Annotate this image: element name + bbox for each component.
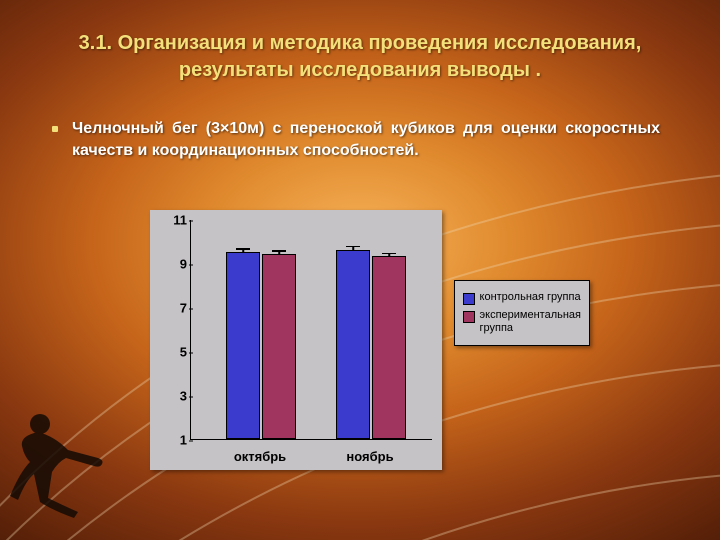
chart-container: 1357911 октябрьноябрь контрольная группа… bbox=[150, 210, 590, 470]
legend-item: экспериментальная группа bbox=[463, 309, 581, 335]
bullet-content: Челночный бег (3×10м) с переноской кубик… bbox=[72, 120, 660, 159]
bullet-text: Челночный бег (3×10м) с переноской кубик… bbox=[72, 118, 660, 161]
legend-label: контрольная группа bbox=[480, 291, 581, 304]
chart-panel: 1357911 октябрьноябрь bbox=[150, 210, 442, 470]
y-tick-label: 11 bbox=[163, 213, 187, 228]
y-tick-label: 9 bbox=[163, 257, 187, 272]
bar bbox=[372, 256, 406, 439]
bar bbox=[262, 254, 296, 439]
x-tick-label: ноябрь bbox=[346, 449, 393, 464]
y-tick-label: 5 bbox=[163, 345, 187, 360]
y-tick-label: 7 bbox=[163, 301, 187, 316]
legend-label: экспериментальная группа bbox=[480, 309, 581, 335]
y-tick-label: 1 bbox=[163, 433, 187, 448]
bar bbox=[336, 250, 370, 439]
x-tick-label: октябрь bbox=[234, 449, 286, 464]
slide-title: 3.1. Организация и методика проведения и… bbox=[50, 30, 670, 84]
legend-item: контрольная группа bbox=[463, 291, 581, 305]
bar-group bbox=[336, 250, 406, 439]
bar-group bbox=[226, 252, 296, 439]
legend-swatch bbox=[463, 311, 475, 323]
chart-legend: контрольная группа экспериментальная груп… bbox=[454, 280, 590, 346]
runner-silhouette bbox=[8, 402, 118, 522]
chart-plot-area: 1357911 bbox=[190, 220, 432, 440]
bullet-marker-icon bbox=[52, 126, 58, 132]
y-tick-label: 3 bbox=[163, 389, 187, 404]
legend-swatch bbox=[463, 293, 475, 305]
bar bbox=[226, 252, 260, 439]
